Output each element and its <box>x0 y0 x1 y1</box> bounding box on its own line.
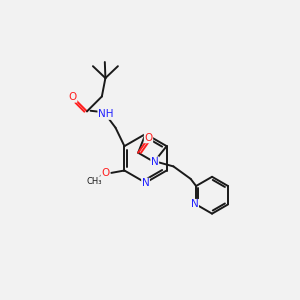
Text: CH₃: CH₃ <box>87 177 103 186</box>
Text: NH: NH <box>98 109 113 119</box>
Text: N: N <box>151 157 159 167</box>
Text: N: N <box>191 200 199 209</box>
Text: O: O <box>101 168 109 178</box>
Text: O: O <box>69 92 77 102</box>
Text: N: N <box>142 178 149 188</box>
Text: O: O <box>144 133 153 143</box>
